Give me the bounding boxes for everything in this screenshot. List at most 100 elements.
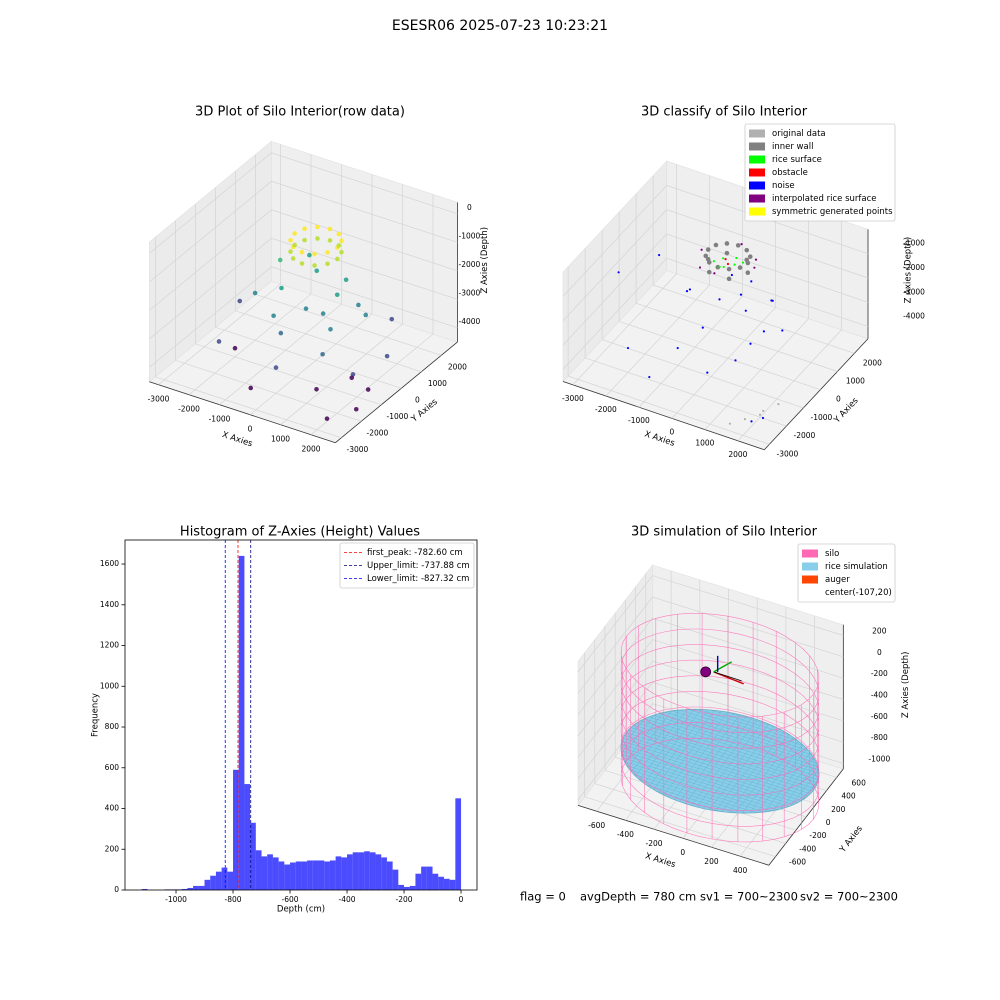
data-point bbox=[700, 248, 703, 251]
legend-box bbox=[339, 542, 475, 589]
data-point bbox=[299, 261, 305, 266]
data-point bbox=[232, 345, 238, 351]
x-tick-label: 0 bbox=[670, 427, 675, 436]
data-point bbox=[288, 249, 293, 254]
auger bbox=[700, 666, 712, 678]
bar bbox=[181, 888, 188, 890]
data-point bbox=[744, 257, 750, 263]
data-point bbox=[753, 266, 756, 269]
grid-line bbox=[577, 639, 844, 737]
data-point bbox=[353, 406, 359, 412]
data-point bbox=[312, 251, 317, 257]
bar bbox=[278, 861, 285, 890]
data-point bbox=[730, 273, 734, 277]
bar bbox=[347, 854, 353, 890]
data-point bbox=[754, 258, 758, 261]
bar bbox=[204, 879, 211, 890]
y-axis-label: Frequency bbox=[91, 693, 101, 737]
grid-line bbox=[671, 198, 776, 419]
bar bbox=[221, 867, 228, 890]
x-tick-label: 0 bbox=[459, 895, 464, 904]
bar bbox=[375, 854, 382, 890]
panel-title: 3D simulation of Silo Interior bbox=[631, 525, 818, 540]
y-tick-label: 1200 bbox=[100, 641, 119, 650]
data-point bbox=[314, 268, 320, 274]
grid-line bbox=[149, 180, 458, 283]
data-point bbox=[718, 265, 721, 268]
grid-line bbox=[310, 194, 434, 435]
bar bbox=[295, 861, 302, 890]
data-point bbox=[713, 242, 719, 248]
grid-line bbox=[562, 233, 869, 346]
data-point bbox=[356, 302, 361, 308]
data-point bbox=[728, 422, 732, 425]
z-tick-label: -3000 bbox=[903, 287, 925, 296]
data-point bbox=[278, 330, 284, 336]
legend-label: interpolated rice surface bbox=[772, 194, 877, 204]
grid-line bbox=[594, 639, 786, 844]
grid-line bbox=[577, 660, 844, 758]
data-point bbox=[685, 290, 689, 293]
y-axis-line bbox=[764, 338, 869, 451]
x-tick-label: 0 bbox=[680, 848, 685, 857]
z-axis-label: Z Axies (Depth) bbox=[901, 652, 911, 719]
z-tick-label: -2000 bbox=[903, 263, 925, 272]
data-point bbox=[658, 253, 661, 257]
y-tick-label: 1600 bbox=[100, 559, 119, 568]
data-point bbox=[273, 365, 279, 370]
z-tick-label: -4000 bbox=[459, 317, 481, 326]
bar bbox=[238, 555, 245, 890]
data-point bbox=[303, 306, 309, 311]
z-tick-label: -400 bbox=[871, 691, 888, 700]
data-point bbox=[722, 265, 725, 269]
grid-line bbox=[155, 237, 342, 439]
data-point bbox=[325, 250, 330, 255]
legend-label: center(-107,20) bbox=[825, 588, 892, 598]
panel-title: 3D classify of Silo Interior bbox=[641, 105, 808, 120]
bar bbox=[421, 866, 427, 890]
y-tick-label: 400 bbox=[841, 792, 856, 801]
bar bbox=[244, 784, 251, 890]
data-point bbox=[761, 416, 765, 420]
data-point bbox=[336, 243, 342, 248]
bar bbox=[284, 864, 291, 890]
figure-title: ESESR06 2025-07-23 10:23:21 bbox=[392, 18, 608, 34]
z-tick-label: -1000 bbox=[903, 239, 925, 248]
y-tick-label: 2000 bbox=[863, 358, 882, 367]
y-tick-label: -3000 bbox=[347, 445, 369, 454]
bar bbox=[193, 885, 199, 890]
legend-patch bbox=[749, 181, 765, 190]
bar bbox=[187, 887, 194, 890]
data-point bbox=[706, 269, 712, 275]
legend-label: symmetric generated points bbox=[772, 207, 893, 217]
x-tick-label: 0 bbox=[248, 425, 253, 434]
z-tick-label: -4000 bbox=[903, 312, 925, 321]
data-point bbox=[302, 226, 307, 232]
bar bbox=[290, 862, 296, 890]
grid-line bbox=[175, 220, 362, 422]
data-point bbox=[648, 375, 651, 379]
legend-patch bbox=[802, 549, 818, 558]
legend-label: Upper_limit: -737.88 cm bbox=[367, 561, 470, 571]
grid-line bbox=[195, 204, 382, 406]
z-tick-label: -200 bbox=[871, 669, 888, 678]
data-point bbox=[747, 254, 753, 259]
legend-label: first_peak: -782.60 cm bbox=[367, 548, 463, 558]
x-tick-label: 1000 bbox=[695, 439, 714, 448]
legend-label: silo bbox=[825, 549, 839, 559]
data-point bbox=[384, 353, 390, 359]
data-point bbox=[315, 224, 320, 230]
x-tick-label: 1000 bbox=[271, 435, 290, 444]
legend-patch bbox=[749, 207, 765, 216]
x-tick-label: 400 bbox=[733, 866, 748, 875]
grid-line bbox=[149, 152, 458, 254]
data-point bbox=[292, 231, 297, 236]
status-sv2: sv2 = 700~2300 bbox=[800, 890, 898, 904]
bar bbox=[409, 885, 416, 890]
data-point bbox=[744, 309, 747, 312]
y-tick-label: -2000 bbox=[794, 431, 816, 440]
data-point bbox=[279, 285, 284, 291]
data-point bbox=[724, 241, 730, 246]
grid-line bbox=[219, 164, 342, 405]
grid-line bbox=[572, 164, 677, 386]
